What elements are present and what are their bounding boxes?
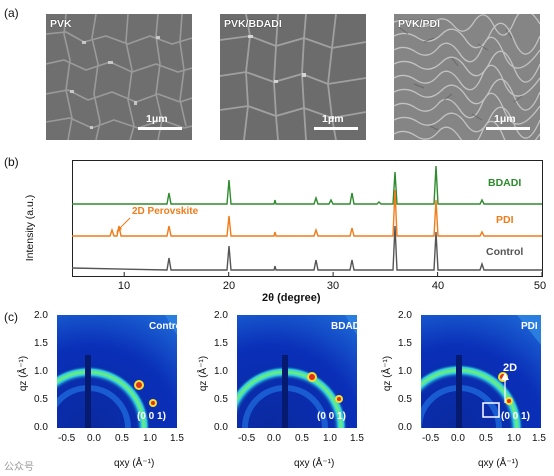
xtick: 0.0 xyxy=(451,433,465,444)
scale-bar-pvk-bdadi xyxy=(314,127,358,130)
xrd-trace-control xyxy=(72,225,542,271)
ytick: 1.5 xyxy=(214,338,228,349)
ytick: 1.5 xyxy=(34,338,48,349)
panel-c-label: (c) xyxy=(4,310,18,324)
sem-grain-texture xyxy=(46,14,192,140)
ytick: 0.5 xyxy=(398,394,412,405)
xtick: 1.0 xyxy=(143,433,157,444)
ytick: 1.5 xyxy=(398,338,412,349)
ytick: 2.0 xyxy=(398,310,412,321)
xtick: 1.0 xyxy=(507,433,521,444)
sem-image-pvk-bdadi: PVK/BDADI 1μm xyxy=(220,14,366,140)
ytick: 1.0 xyxy=(398,366,412,377)
xlabel: qxy (Å⁻¹) xyxy=(478,458,519,469)
panel-b-label: (b) xyxy=(4,155,19,169)
ylabel: qz (Å⁻¹) xyxy=(18,355,30,392)
xtick: 0.0 xyxy=(87,433,101,444)
xrd-xtick: 40 xyxy=(431,280,445,292)
xtick: 1.5 xyxy=(170,433,184,444)
xtick: 1.5 xyxy=(532,433,546,444)
giwaxs-title: Control xyxy=(149,321,177,332)
xtick: 0.5 xyxy=(479,433,493,444)
xlabel: qxy (Å⁻¹) xyxy=(114,458,155,469)
annotation-arrowhead xyxy=(116,226,122,233)
giwaxs-map xyxy=(57,315,177,428)
giwaxs-plot-control: Control (0 0 1) xyxy=(57,315,177,428)
xtick: 0.5 xyxy=(115,433,129,444)
scale-text-pvk: 1μm xyxy=(146,113,168,125)
xtick: 1.5 xyxy=(350,433,364,444)
panel-a-label: (a) xyxy=(4,6,19,20)
sem-wrinkle-texture xyxy=(394,14,540,140)
xrd-trace-bdadi xyxy=(72,165,542,205)
giwaxs-plot-pdi: PDI 2D (0 0 1) xyxy=(421,315,541,428)
xrd-label-control: Control xyxy=(486,246,524,258)
giwaxs-peak-label: (0 0 1) xyxy=(137,411,166,422)
ylabel: qz (Å⁻¹) xyxy=(382,355,394,392)
highlight-box xyxy=(482,402,500,418)
giwaxs-peak-label: (0 0 1) xyxy=(501,411,530,422)
ytick: 0.0 xyxy=(398,422,412,433)
scale-bar-pvk-pdi xyxy=(486,127,530,130)
xrd-label-pdi: PDI xyxy=(496,214,514,226)
sem-image-pvk: PVK 1μm xyxy=(46,14,192,140)
xtick: -0.5 xyxy=(58,433,76,444)
giwaxs-map xyxy=(237,315,357,428)
ytick: 0.5 xyxy=(214,394,228,405)
ytick: 2.0 xyxy=(214,310,228,321)
ytick: 1.0 xyxy=(34,366,48,377)
sem-image-pvk-pdi: PVK/PDI 1μm xyxy=(394,14,540,140)
giwaxs-peak-label: (0 0 1) xyxy=(317,411,346,422)
sem-title-pvk-bdadi: PVK/BDADI xyxy=(224,18,282,30)
xlabel: qxy (Å⁻¹) xyxy=(294,458,335,469)
xtick: 0.5 xyxy=(295,433,309,444)
xrd-xtick: 50 xyxy=(533,280,547,292)
scale-text-pvk-bdadi: 1μm xyxy=(322,113,344,125)
sem-title-pvk-pdi: PVK/PDI xyxy=(398,18,441,30)
watermark: 公众号 xyxy=(4,462,34,473)
xrd-xlabel: 2θ (degree) xyxy=(262,292,321,304)
xrd-ylabel-text: Intensity (a.u.) xyxy=(24,194,36,262)
ytick: 0.0 xyxy=(214,422,228,433)
ytick: 0.0 xyxy=(34,422,48,433)
giwaxs-annotation-2d: 2D xyxy=(503,362,518,374)
xtick: 0.0 xyxy=(267,433,281,444)
xrd-xtick: 30 xyxy=(326,280,340,292)
ytick: 1.0 xyxy=(214,366,228,377)
scale-bar-pvk xyxy=(138,127,182,130)
scale-text-pvk-pdi: 1μm xyxy=(494,113,516,125)
giwaxs-title: PDI xyxy=(521,321,538,332)
xrd-xtick: 10 xyxy=(117,280,131,292)
xrd-xtick: 20 xyxy=(222,280,236,292)
giwaxs-map xyxy=(421,315,541,428)
xrd-plot xyxy=(72,160,543,277)
giwaxs-title: BDADI xyxy=(331,321,357,332)
sem-title-pvk: PVK xyxy=(50,18,72,30)
xrd-label-bdadi: BDADI xyxy=(488,177,522,189)
xtick: 1.0 xyxy=(323,433,337,444)
ytick: 2.0 xyxy=(34,310,48,321)
xtick: -0.5 xyxy=(422,433,440,444)
xtick: -0.5 xyxy=(238,433,256,444)
ytick: 0.5 xyxy=(34,394,48,405)
ylabel: qz (Å⁻¹) xyxy=(198,355,210,392)
xrd-ylabel: Intensity (a.u.) xyxy=(20,190,36,270)
giwaxs-plot-bdadi: BDADI (0 0 1) xyxy=(237,315,357,428)
sem-grain-texture xyxy=(220,14,366,140)
xrd-annotation: 2D Perovskite xyxy=(132,206,199,217)
